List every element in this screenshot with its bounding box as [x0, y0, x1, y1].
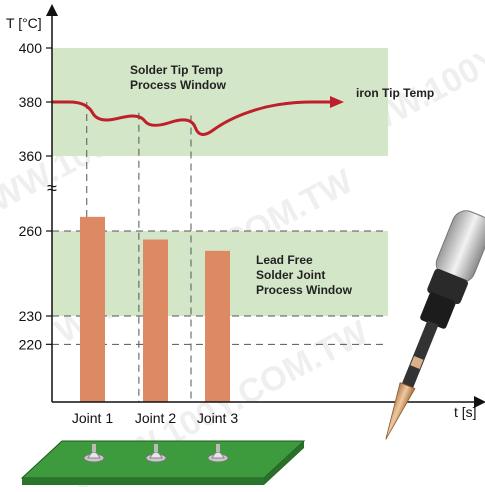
bar-joint-2: [143, 239, 168, 402]
tick-label-260: 260: [19, 223, 43, 239]
tick-label-400: 400: [19, 40, 43, 56]
window-label-line: Lead Free: [256, 253, 313, 267]
tick-label-220: 220: [19, 336, 43, 352]
window-label-line: Process Window: [130, 78, 227, 92]
x-axis-title: t [s]: [454, 404, 477, 420]
window-label-line: Process Window: [256, 283, 353, 297]
solder-joint-icon: [145, 444, 167, 463]
tick-label-360: 360: [19, 148, 43, 164]
tick-label-230: 230: [19, 308, 43, 324]
window-label-line: Solder Joint: [256, 268, 325, 282]
category-label-2: Joint 2: [135, 410, 176, 426]
tick-labels: 400 380 360 260 230 220: [19, 40, 52, 352]
window-label-line: Solder Tip Temp: [130, 63, 223, 77]
tip-temp-label: iron Tip Temp: [356, 86, 434, 100]
tip-temp-line: [52, 100, 330, 136]
soldering-iron-icon: [385, 210, 485, 440]
window-label-2: Lead Free Solder Joint Process Window: [256, 253, 353, 297]
solder-joint-icon: [83, 444, 105, 463]
tip-temperature-curve: [52, 96, 344, 136]
category-label-1: Joint 1: [72, 410, 113, 426]
x-axis-title-text: t [s]: [454, 404, 477, 420]
tip-temp-arrowhead: [330, 96, 344, 108]
window-label-1: Solder Tip Temp Process Window: [130, 63, 227, 92]
category-labels: Joint 1 Joint 2 Joint 3: [72, 410, 238, 426]
tick-label-380: 380: [19, 94, 43, 110]
bar-joint-1: [80, 216, 105, 402]
y-axis-title: T [°C]: [6, 15, 42, 31]
pcb-illustration: [20, 440, 306, 485]
bar-joint-3: [205, 250, 230, 402]
axes: ≈: [46, 4, 485, 408]
category-label-3: Joint 3: [197, 410, 238, 426]
solder-joint-icon: [207, 444, 229, 463]
bars: [80, 216, 230, 402]
axis-break-symbol: ≈: [47, 178, 57, 198]
